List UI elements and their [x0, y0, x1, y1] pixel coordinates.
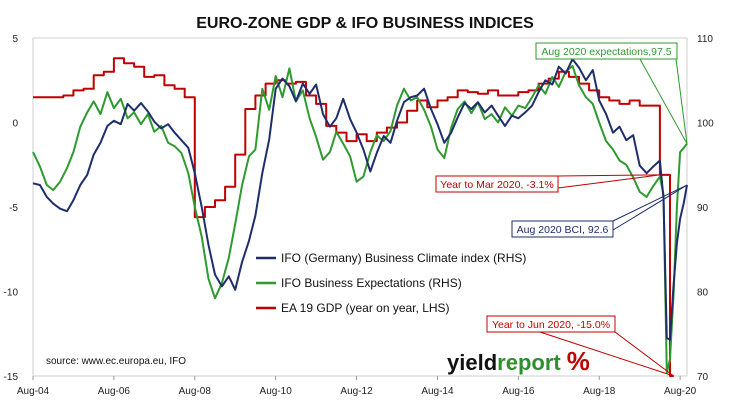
series-line-ifo-expectations	[32, 64, 688, 374]
annotation-label: Year to Mar 2020, -3.1%	[440, 179, 553, 191]
x-tick-label: Aug-12	[340, 386, 373, 397]
legend: IFO (Germany) Business Climate index (RH…	[256, 251, 526, 315]
x-tick-label: Aug-20	[664, 386, 697, 397]
logo-percent-text: %	[567, 346, 590, 376]
chart-title: EURO-ZONE GDP & IFO BUSINESS INDICES	[196, 15, 534, 32]
annotation-box	[535, 42, 678, 60]
x-axis: Aug-04 Aug-06 Aug-08 Aug-10 Aug-12 Aug-14 Aug-…	[17, 376, 697, 397]
legend-label-bci: IFO (Germany) Business Climate index (RH…	[281, 251, 526, 265]
annotation-leader-line	[612, 184, 688, 222]
y-right-tick-label: 80	[697, 288, 709, 299]
legend-label-exp: IFO Business Expectations (RHS)	[281, 276, 462, 290]
y-right-tick-label: 110	[697, 34, 713, 45]
y-left-tick-label: -5	[9, 203, 18, 214]
x-tick-label: Aug-14	[421, 386, 454, 397]
logo-report-text: report	[497, 350, 561, 375]
y-right-tick-label: 90	[697, 203, 709, 214]
series-layer	[32, 57, 688, 377]
x-tick-label: Aug-04	[17, 386, 50, 397]
x-tick-label: Aug-10	[260, 386, 293, 397]
y-left-tick-label: -15	[4, 372, 19, 383]
x-tick-label: Aug-06	[98, 386, 131, 397]
annotation-leader-line	[557, 174, 660, 189]
annotation-leader-line	[557, 174, 660, 177]
annotation-label: Aug 2020 BCI, 92.6	[517, 224, 609, 236]
y-left-tick-label: -10	[4, 288, 19, 299]
annotation-box	[435, 175, 559, 193]
annotation-box	[486, 315, 616, 333]
annotation-box	[511, 220, 614, 238]
series-line-ea19-gdp	[33, 57, 674, 377]
annotation-leader-line	[675, 58, 688, 144]
y-left-tick-label: 0	[12, 119, 18, 130]
y-axis-left: -15 -10 -5 0 5	[4, 34, 19, 383]
y-axis-right: 70 80 90 100 110	[697, 34, 714, 383]
y-right-tick-label: 100	[697, 119, 714, 130]
x-tick-label: Aug-18	[583, 386, 616, 397]
x-tick-label: Aug-16	[502, 386, 535, 397]
plot-area	[32, 37, 688, 377]
legend-label-gdp: EA 19 GDP (year on year, LHS)	[281, 301, 450, 315]
yieldreport-logo: yieldreport%	[447, 346, 590, 376]
annotation-leader-line	[612, 184, 688, 231]
annotation-leader-line	[639, 58, 688, 144]
annotation-label: Aug 2020 expectations,97.5	[541, 46, 671, 58]
annotation-leader-line	[614, 331, 674, 377]
series-line-ifo-business-climate	[32, 58, 688, 341]
annotation-layer: Aug 2020 expectations,97.5 Year to Mar 20…	[435, 42, 688, 377]
y-right-tick-label: 70	[697, 372, 709, 383]
logo-yield-text: yield	[447, 350, 497, 375]
source-note: source: www.ec.europa.eu, IFO	[46, 356, 186, 367]
annotation-label: Year to Jun 2020, -15.0%	[492, 319, 610, 331]
y-left-tick-label: 5	[12, 34, 18, 45]
x-tick-label: Aug-08	[179, 386, 212, 397]
annotation-leader-line	[539, 331, 674, 377]
svg-text:yieldreport%: yieldreport%	[447, 346, 590, 376]
